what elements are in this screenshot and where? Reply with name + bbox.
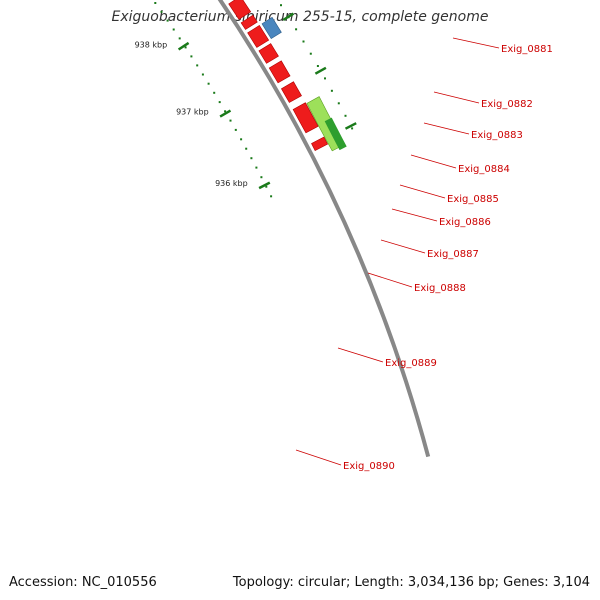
gene-label-leader	[380, 239, 426, 254]
gene-label: Exig_0882	[481, 99, 533, 110]
tick-dot	[172, 28, 175, 31]
tick-dot	[295, 28, 298, 31]
gene-label: Exig_0887	[427, 249, 479, 260]
kbp-label: 937 kbp	[176, 108, 209, 117]
tick-dot	[265, 185, 268, 188]
gene-label-leader	[433, 91, 480, 104]
tick-dot	[250, 157, 253, 160]
kbp-tick-mark	[219, 109, 232, 118]
gene-label: Exig_0881	[501, 44, 553, 55]
gene-exig-0881	[311, 136, 329, 152]
gene-label-leader	[295, 449, 342, 466]
gene-label-leader	[367, 272, 413, 288]
backbone-line	[217, 0, 431, 458]
tick-dot	[316, 65, 319, 67]
outer-tick-dots	[280, 4, 357, 130]
tick-dot	[260, 176, 263, 179]
gene-label-leader	[423, 122, 470, 135]
gene-features	[228, 0, 347, 152]
tick-dot	[280, 4, 282, 7]
tick-dot	[302, 40, 305, 43]
gene-label: Exig_0889	[385, 358, 437, 369]
tick-dot	[160, 10, 163, 13]
tick-dot	[213, 91, 216, 94]
tick-dot	[255, 166, 258, 169]
gene-label: Exig_0884	[458, 164, 510, 175]
gene-exig-0888	[228, 0, 252, 20]
gene-exig-0887-reverse	[261, 16, 282, 40]
tick-dot	[337, 102, 340, 105]
kbp-label: 938 kbp	[135, 41, 168, 50]
gene-exig-0887	[240, 14, 258, 30]
tick-dot	[309, 52, 312, 55]
gene-label-leader	[391, 208, 438, 222]
tick-dot	[154, 2, 157, 4]
gene-exig-0885	[258, 43, 279, 64]
tick-dot	[184, 46, 187, 49]
gene-label: Exig_0886	[439, 217, 491, 228]
gene-exig-0882	[292, 102, 319, 134]
tick-dot	[196, 64, 199, 67]
tick-dot	[178, 37, 181, 40]
gene-label: Exig_0883	[471, 130, 523, 141]
gene-label-leader	[337, 347, 384, 363]
tick-dot	[351, 127, 354, 130]
tick-dot	[245, 147, 248, 150]
tick-dot	[224, 110, 227, 113]
gene-label-leader	[452, 37, 500, 49]
gene-label: Exig_0885	[447, 194, 499, 205]
outer-tick-mark	[314, 66, 327, 75]
gene-exig-0884	[268, 60, 291, 84]
gene-label-leader	[410, 154, 457, 169]
gene-exig-0881-rna	[324, 117, 347, 151]
tick-dot	[234, 128, 237, 131]
kbp-tick-mark	[177, 41, 190, 51]
tick-dot	[324, 77, 326, 80]
gene-label: Exig_0888	[414, 283, 466, 294]
tick-dot	[240, 138, 243, 141]
tick-dot	[166, 19, 169, 22]
tick-dot	[344, 114, 347, 117]
outer-tick-mark	[282, 12, 295, 22]
tick-dot	[201, 73, 204, 76]
kbp-tick-mark	[258, 181, 271, 190]
map-title: Exiguobacterium sibiricum 255-15, comple…	[111, 9, 489, 25]
gene-exig-0886	[247, 24, 270, 48]
tick-dot	[229, 119, 232, 122]
genome-backbone	[217, 0, 431, 458]
gene-label-leader	[399, 184, 446, 199]
inner-tick-dots	[154, 2, 273, 198]
topology-text: Topology: circular; Length: 3,034,136 bp…	[232, 575, 590, 590]
gene-exig-0883	[280, 81, 302, 103]
kbp-label: 936 kbp	[215, 179, 248, 188]
tick-dot	[218, 101, 221, 104]
tick-dot	[190, 55, 193, 58]
gene-label: Exig_0890	[343, 461, 395, 472]
tick-dot	[330, 89, 333, 92]
outer-tick-mark	[344, 122, 357, 130]
tick-dot	[270, 195, 273, 198]
tick-dot	[207, 82, 210, 85]
gene-labels: Exig_0881 Exig_0882 Exig_0883 Exig_0884 Exig…	[295, 37, 553, 472]
accession-text: Accession: NC_010556	[9, 575, 157, 590]
